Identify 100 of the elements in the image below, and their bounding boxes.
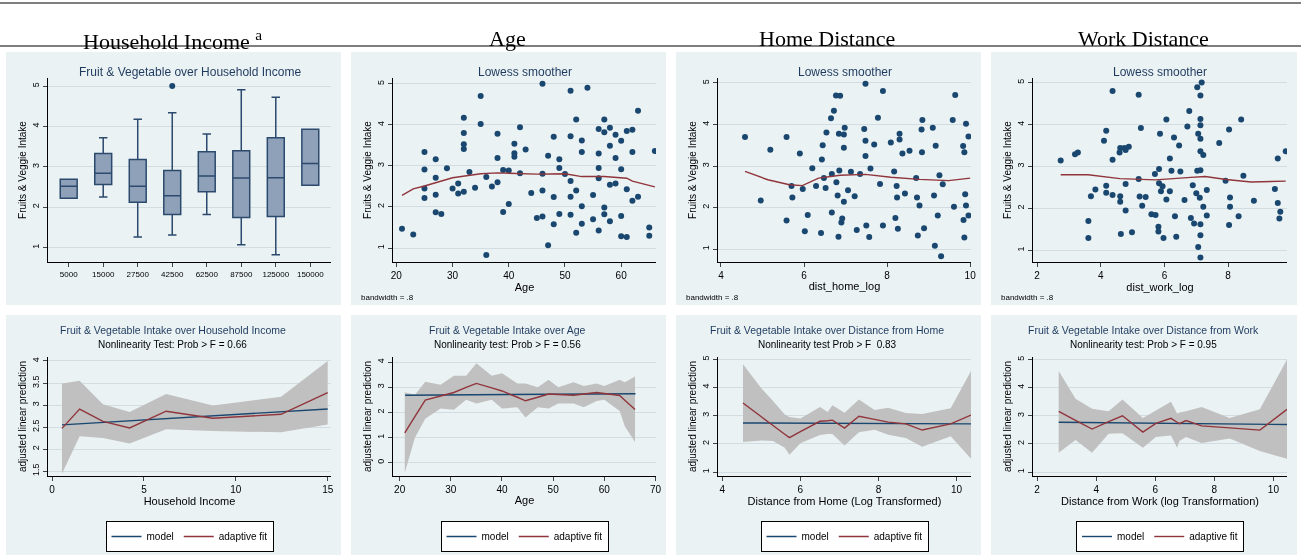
legend-label: model: [801, 531, 829, 543]
y-tick-label: 1.5: [31, 463, 42, 477]
x-tick-label: 4: [719, 484, 726, 495]
x-axis-title: Age: [514, 281, 535, 293]
y-tick-label: 1: [701, 468, 712, 474]
x-tick-label: 5: [141, 484, 148, 495]
x-tick-label: 0: [49, 484, 56, 495]
y-tick-label: 1: [376, 244, 387, 250]
x-axis-title: Distance from Work (log Transformation): [1061, 495, 1259, 507]
line-series: [401, 172, 656, 197]
x-tick-label: 20: [390, 270, 403, 281]
x-tick-label: 27500: [126, 269, 150, 279]
legend-label: model: [481, 531, 509, 543]
x-axis-title: dist_work_log: [1126, 281, 1194, 293]
x-tick-label: 15000: [92, 269, 115, 279]
x-tick-label: 8: [884, 270, 891, 281]
chart-title: Age: [489, 26, 526, 51]
y-axis-title: Fruits & Veggie Intake: [1002, 120, 1014, 219]
line-series: [742, 402, 971, 439]
legend-label: model: [1117, 531, 1145, 543]
x-tick-label: 150000: [296, 269, 325, 279]
x-tick-label: 8: [875, 484, 882, 495]
y-axis-title: Fruits & Veggie Intake: [687, 120, 699, 219]
chart-title: Home Distance: [759, 26, 896, 51]
y-tick-label: 0: [376, 458, 387, 464]
y-tick-label: 2: [376, 408, 387, 414]
text: bandwidth = .8: [1001, 293, 1054, 302]
y-tick-label: 3: [701, 411, 712, 417]
x-tick-label: 2: [1034, 270, 1041, 281]
y-axis-title: adjusted linear prediction: [17, 360, 29, 473]
y-tick-label: 2: [376, 203, 387, 209]
x-tick-label: 8: [1211, 484, 1218, 495]
x-axis-title: dist_home_log: [808, 280, 881, 293]
chart-title: Fruit & Vegetable Intake over Distance from Home: [710, 324, 945, 336]
x-tick-label: 50: [547, 484, 560, 495]
y-axis-title: adjusted linear prediction: [1002, 360, 1014, 473]
y-tick-label: 2: [1016, 204, 1027, 210]
x-tick-label: 60: [598, 484, 611, 495]
y-tick-label: 4: [1016, 120, 1027, 126]
y-tick-label: 3.5: [31, 375, 42, 388]
y-tick-label: 2: [701, 439, 712, 446]
y-tick-label: 1: [1016, 468, 1027, 474]
y-tick-label: 2.5: [31, 419, 42, 432]
y-tick-label: 5: [701, 355, 712, 361]
y-tick-label: 4: [31, 122, 42, 128]
x-tick-label: 10: [1267, 484, 1280, 495]
x-tick-label: 10: [230, 484, 242, 495]
x-tick-label: 6: [797, 484, 804, 495]
line-series: [404, 382, 636, 434]
y-tick-label: 1: [701, 245, 712, 251]
chart-subtitle: Fruit & Vegetable over Household Income: [79, 65, 302, 79]
y-tick-label: 4: [701, 383, 712, 389]
text: bandwidth = .8: [686, 293, 739, 302]
chart-title: Fruit & Vegetable Intake over Household Income: [60, 324, 287, 336]
y-tick-label: 1: [1016, 246, 1027, 252]
y-tick-label: 4: [31, 357, 42, 363]
chart-title: Fruit & Vegetable Intake over Age: [429, 324, 586, 336]
y-tick-label: 3: [1016, 162, 1027, 168]
y-axis-title: Fruits & Veggie Intake: [17, 120, 29, 219]
chart-title: Household Income $^{a}$: [83, 26, 263, 55]
chart-subtitle: Nonlinearity Test: Prob > F = 0.66: [98, 339, 248, 350]
x-tick-label: 6: [1152, 484, 1159, 495]
x-tick-label: 4: [1093, 484, 1100, 495]
x-tick-label: 60: [615, 270, 628, 281]
x-axis-title: Distance from Home (Log Transformed): [747, 495, 942, 507]
x-tick-label: 30: [445, 484, 457, 495]
x-tick-label: 62500: [195, 269, 219, 279]
y-tick-label: 3: [1016, 411, 1027, 417]
x-tick-label: 15: [322, 484, 334, 495]
legend-label: adaptive fit: [553, 531, 603, 543]
legend-label: model: [146, 531, 174, 543]
x-tick-label: 70: [649, 484, 662, 495]
x-tick-label: 4: [1098, 270, 1105, 281]
y-tick-label: 5: [701, 79, 712, 85]
y-tick-label: 4: [701, 120, 712, 126]
line-series: [61, 392, 329, 430]
y-tick-label: 3: [31, 401, 42, 407]
chart-title: Work Distance: [1078, 26, 1209, 51]
line-series: [1058, 408, 1287, 433]
x-axis-title: Household Income: [143, 495, 236, 507]
x-tick-label: 10: [950, 484, 963, 495]
x-tick-label: 4: [718, 270, 725, 281]
x-tick-label: 40: [503, 270, 515, 281]
x-tick-label: 6: [801, 270, 808, 281]
chart-subtitle: Lowess smoother: [478, 65, 573, 79]
y-axis-title: adjusted linear prediction: [362, 360, 374, 473]
x-tick-label: 40: [496, 484, 508, 495]
x-tick-label: 42500: [161, 269, 184, 279]
chart-title: Fruit & Vegetable Intake over Distance from Work: [1028, 324, 1260, 336]
chart-subtitle: Nonlinearity test Prob > F 0.83: [758, 339, 897, 350]
y-tick-label: 5: [376, 79, 387, 85]
y-tick-label: 5: [1016, 355, 1027, 361]
x-tick-label: 8: [1225, 270, 1232, 281]
x-tick-label: 20: [394, 484, 406, 495]
y-axis-title: Fruits & Veggie Intake: [362, 120, 374, 219]
y-tick-label: 3: [701, 162, 712, 168]
y-tick-label: 5: [1016, 78, 1027, 84]
x-tick-label: 5000: [59, 269, 79, 279]
x-tick-label: 50: [559, 270, 571, 281]
y-tick-label: 1: [31, 243, 42, 249]
